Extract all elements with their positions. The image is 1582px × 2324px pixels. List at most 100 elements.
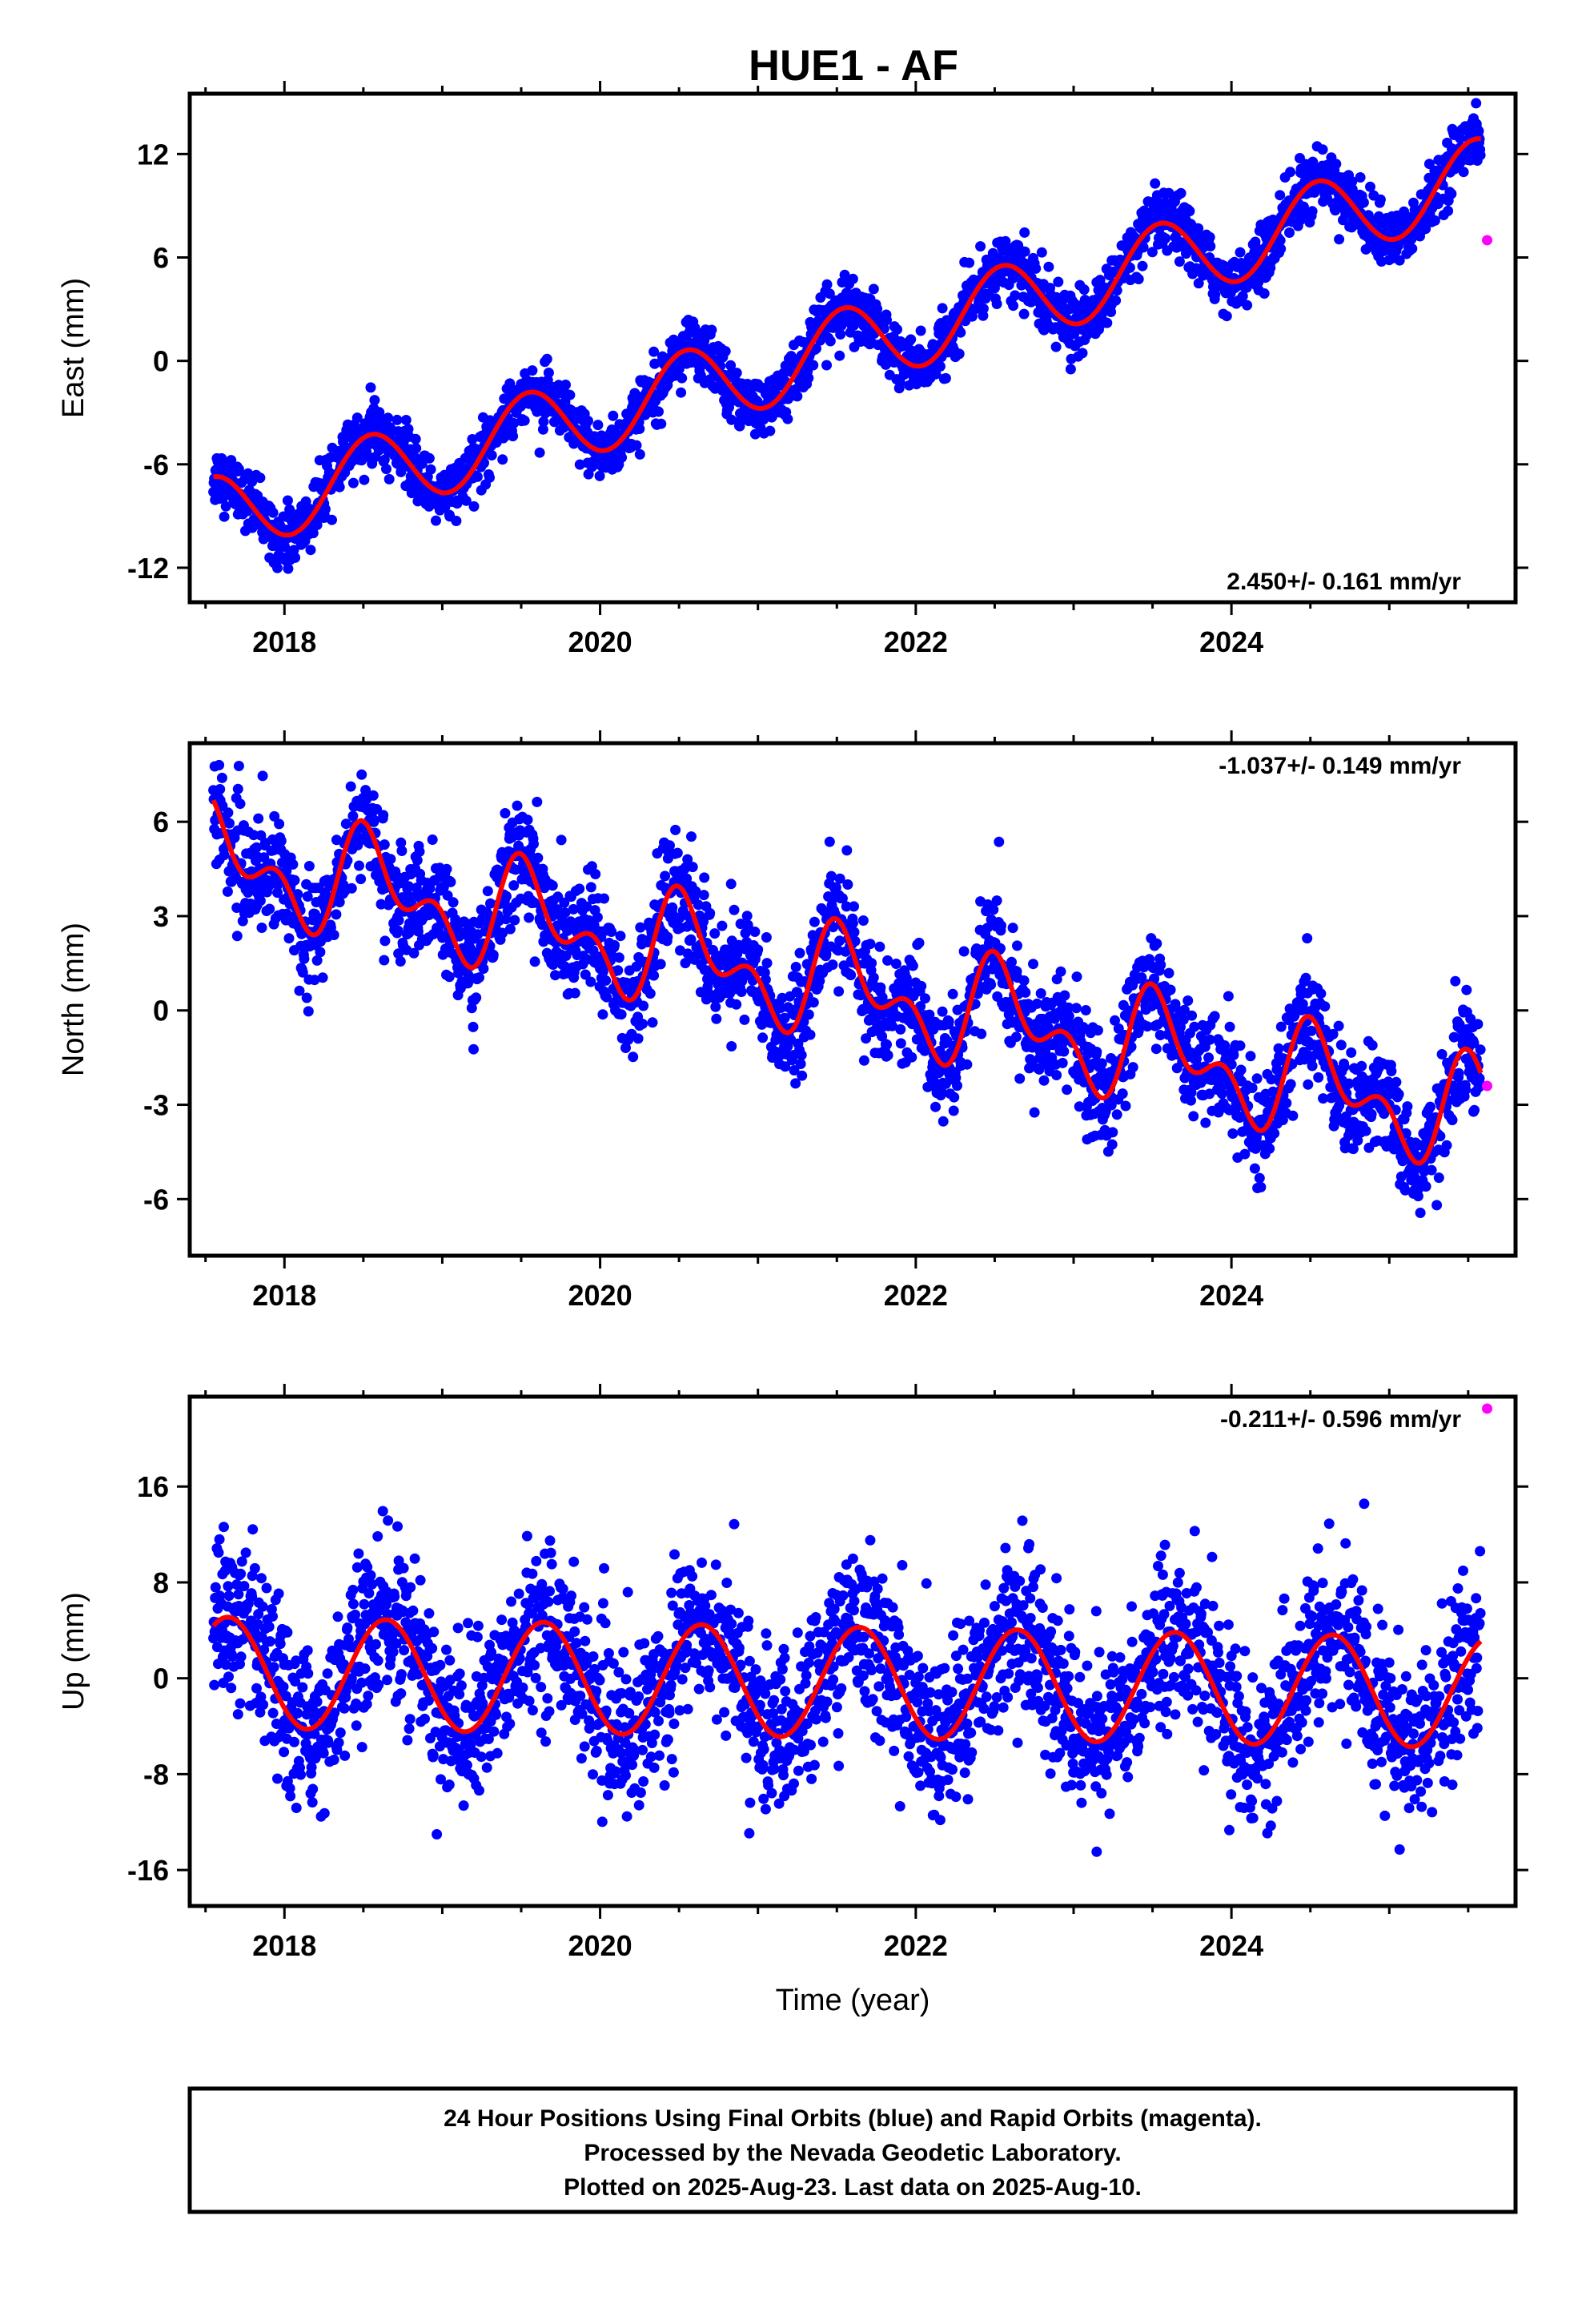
north-point bbox=[996, 920, 1006, 931]
north-point bbox=[952, 1080, 962, 1092]
east-point bbox=[720, 346, 731, 357]
east-point bbox=[975, 241, 986, 252]
north-point bbox=[1117, 1088, 1128, 1100]
north-point bbox=[1029, 1107, 1040, 1118]
east-point bbox=[369, 395, 380, 406]
north-point bbox=[1302, 933, 1313, 944]
east-point bbox=[847, 273, 858, 284]
east-point bbox=[307, 528, 319, 539]
north-point bbox=[529, 956, 540, 967]
north-point bbox=[741, 911, 753, 922]
east-point bbox=[359, 474, 370, 485]
east-point bbox=[1030, 263, 1042, 274]
east-point bbox=[937, 303, 948, 314]
north-point bbox=[1010, 1031, 1022, 1043]
east-point bbox=[689, 322, 701, 333]
north-point bbox=[1333, 1020, 1344, 1031]
north-point bbox=[256, 923, 267, 933]
east-point bbox=[537, 424, 548, 435]
east-point bbox=[1019, 227, 1030, 238]
north-point bbox=[255, 895, 266, 907]
east-point bbox=[1193, 278, 1204, 289]
north-point bbox=[749, 927, 761, 937]
north-point bbox=[1055, 966, 1066, 977]
north-point bbox=[1107, 1127, 1118, 1138]
north-point bbox=[1313, 1072, 1324, 1083]
north-point bbox=[568, 903, 579, 915]
north-point bbox=[858, 1055, 869, 1066]
east-point bbox=[290, 552, 301, 563]
north-point bbox=[709, 928, 721, 939]
east-point bbox=[656, 418, 667, 429]
north-point bbox=[367, 790, 379, 801]
east-point bbox=[803, 372, 814, 384]
east-point bbox=[954, 348, 965, 360]
east-point bbox=[243, 468, 254, 479]
east-point bbox=[616, 452, 628, 463]
east-point bbox=[648, 346, 660, 357]
east-point bbox=[835, 329, 846, 340]
north-point bbox=[865, 939, 876, 950]
north-point bbox=[585, 882, 596, 893]
east-model-curve bbox=[212, 136, 1482, 538]
north-point bbox=[699, 872, 710, 883]
east-point bbox=[508, 431, 519, 442]
east-point bbox=[484, 472, 495, 483]
east-point bbox=[226, 455, 237, 466]
east-point bbox=[451, 516, 462, 526]
north-point bbox=[757, 1032, 769, 1043]
north-point bbox=[1057, 1057, 1068, 1068]
east-point bbox=[1242, 300, 1253, 311]
east-point bbox=[217, 493, 228, 504]
north-point bbox=[906, 1051, 917, 1063]
east-point bbox=[400, 415, 412, 425]
east-point bbox=[255, 472, 266, 484]
north-point bbox=[1096, 1058, 1107, 1069]
north-point bbox=[868, 972, 879, 983]
east-point bbox=[1133, 274, 1144, 284]
north-point bbox=[1249, 1163, 1260, 1174]
east-point bbox=[653, 406, 664, 417]
east-point bbox=[560, 380, 571, 390]
north-point bbox=[231, 903, 243, 913]
north-point bbox=[710, 1001, 721, 1012]
east-point bbox=[608, 410, 619, 421]
east-frame bbox=[187, 91, 1518, 605]
east-point bbox=[1065, 364, 1076, 375]
north-point bbox=[991, 895, 1002, 907]
north-point bbox=[331, 909, 342, 920]
east-point bbox=[1160, 233, 1171, 244]
east-point bbox=[305, 545, 316, 556]
north-point bbox=[378, 810, 389, 821]
north-point bbox=[1051, 1070, 1062, 1080]
east-final-points bbox=[208, 98, 1486, 574]
east-point bbox=[233, 464, 244, 475]
east-rapid-point bbox=[1482, 235, 1493, 246]
east-point bbox=[472, 471, 483, 482]
north-point bbox=[224, 818, 235, 829]
north-point bbox=[356, 769, 367, 780]
north-point bbox=[1111, 1109, 1122, 1120]
east-point bbox=[1043, 261, 1054, 272]
east-point bbox=[1358, 197, 1369, 208]
north-point bbox=[232, 783, 243, 794]
east-point bbox=[1036, 247, 1047, 258]
north-point bbox=[532, 796, 543, 807]
north-point bbox=[637, 1019, 648, 1029]
north-point bbox=[881, 1039, 892, 1050]
north-point bbox=[231, 931, 243, 942]
north-point bbox=[796, 1050, 807, 1060]
east-point bbox=[1407, 243, 1418, 254]
east-point bbox=[538, 416, 549, 427]
east-point bbox=[934, 361, 946, 372]
north-point bbox=[947, 988, 958, 999]
east-point bbox=[1221, 311, 1232, 322]
east-xtick-label: 2020 bbox=[568, 625, 632, 658]
north-point bbox=[448, 897, 459, 908]
east-point bbox=[1375, 194, 1386, 205]
north-point bbox=[303, 1006, 314, 1017]
north-point bbox=[1188, 1111, 1199, 1122]
east-point bbox=[1150, 178, 1161, 189]
